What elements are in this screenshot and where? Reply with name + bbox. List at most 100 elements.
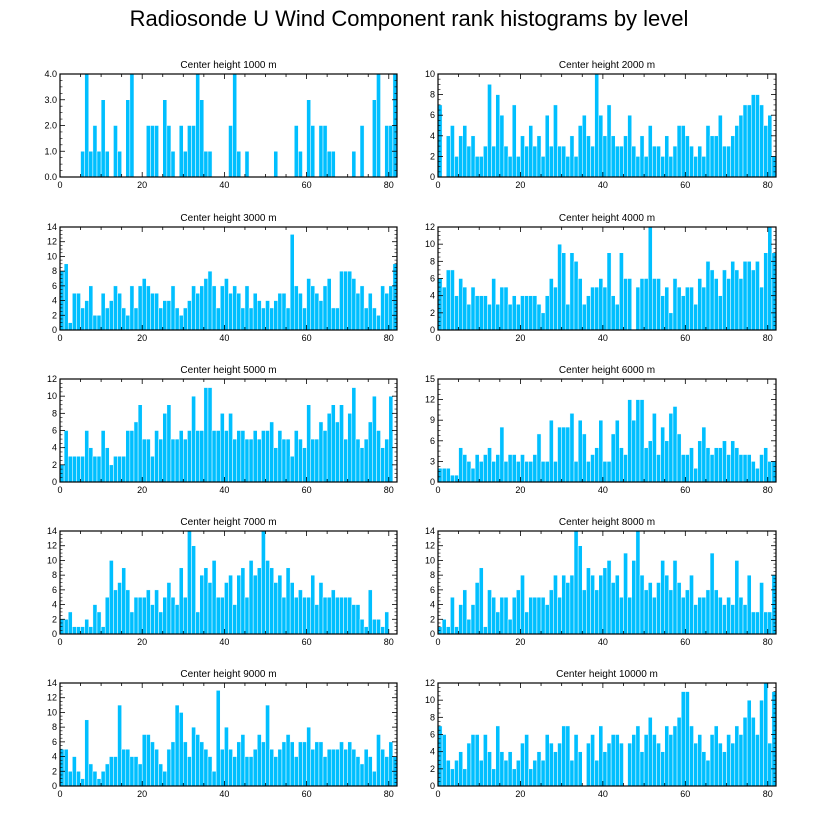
bar [553, 286, 558, 331]
bar [483, 454, 488, 483]
bar [322, 430, 328, 483]
bar [528, 295, 534, 331]
bar [483, 145, 488, 178]
bar [240, 567, 246, 635]
bar [232, 73, 237, 178]
y-tick-label: 4 [52, 752, 57, 762]
bar [635, 399, 641, 483]
bar [162, 300, 168, 331]
bar [248, 560, 254, 635]
bar [680, 125, 686, 178]
bar [668, 589, 674, 635]
bar [150, 456, 155, 483]
bar [63, 748, 69, 787]
bar [187, 530, 192, 635]
bar [339, 596, 344, 635]
panel-title: Center height 2000 m [559, 60, 655, 71]
y-tick-label: 0 [52, 781, 57, 791]
bar [478, 156, 484, 178]
bar [474, 734, 480, 787]
bar [590, 574, 595, 635]
histogram-panel-1: Center height 1000 m 0 20 40 60 80 0.0 1.0 2.0 3.… [44, 60, 398, 190]
bar [141, 438, 147, 483]
bar [207, 756, 213, 787]
x-tick-label: 80 [384, 333, 394, 343]
bar [767, 611, 773, 635]
bar [183, 596, 188, 635]
bar [240, 734, 246, 787]
bar [631, 145, 637, 178]
bar [693, 468, 698, 483]
bar [627, 742, 632, 787]
bar [174, 307, 180, 331]
bar [355, 292, 361, 331]
bar [557, 145, 562, 178]
bar [520, 135, 525, 178]
bar [322, 756, 328, 787]
bar [67, 611, 73, 635]
bar [713, 447, 719, 483]
bar [705, 760, 711, 787]
bar [104, 763, 110, 787]
bar [261, 307, 266, 331]
bar [454, 156, 459, 178]
y-tick-label: 4.0 [44, 69, 57, 79]
bar [656, 145, 661, 178]
bar [150, 125, 155, 178]
bar [544, 604, 550, 635]
bar [150, 604, 155, 635]
y-tick-label: 2.0 [44, 121, 57, 131]
bar [462, 589, 468, 635]
bar [380, 748, 385, 787]
bar [113, 756, 118, 787]
x-tick-label: 80 [384, 789, 394, 799]
bar [244, 596, 250, 635]
bar [154, 292, 159, 331]
bar [199, 285, 205, 331]
bar [635, 286, 641, 331]
bar [483, 295, 488, 331]
bar [507, 751, 513, 787]
bar [137, 596, 143, 635]
bar [445, 269, 451, 331]
bar [652, 734, 657, 787]
bar [76, 771, 81, 787]
y-tick-label: 4 [430, 600, 435, 610]
bar [577, 278, 583, 331]
bar [536, 596, 542, 635]
bar [635, 725, 641, 787]
y-tick-label: 12 [425, 222, 435, 232]
bar [582, 433, 587, 483]
bar [520, 454, 525, 483]
bar [220, 285, 225, 331]
x-tick-label: 20 [137, 789, 147, 799]
bar [631, 734, 637, 787]
bar [113, 589, 118, 635]
bar [343, 270, 348, 331]
y-tick-label: 10 [47, 251, 57, 261]
bar [577, 545, 583, 635]
y-tick-label: 10 [47, 707, 57, 717]
bar [553, 104, 558, 178]
bar [104, 447, 110, 483]
bar [503, 596, 509, 635]
x-tick-label: 20 [137, 485, 147, 495]
bar [631, 560, 637, 635]
bar [265, 300, 270, 331]
bar [100, 771, 106, 787]
bar [261, 741, 266, 787]
bar [742, 104, 748, 178]
bar [372, 619, 377, 635]
bar [203, 567, 209, 635]
bar [146, 589, 151, 635]
y-tick-label: 2 [430, 764, 435, 774]
bar [668, 312, 674, 331]
bar [236, 574, 242, 635]
bar [104, 307, 110, 331]
bar [511, 768, 517, 787]
bar [298, 741, 303, 787]
bar [619, 447, 624, 483]
bar [664, 135, 670, 178]
bar [67, 771, 73, 787]
bar [701, 286, 707, 331]
